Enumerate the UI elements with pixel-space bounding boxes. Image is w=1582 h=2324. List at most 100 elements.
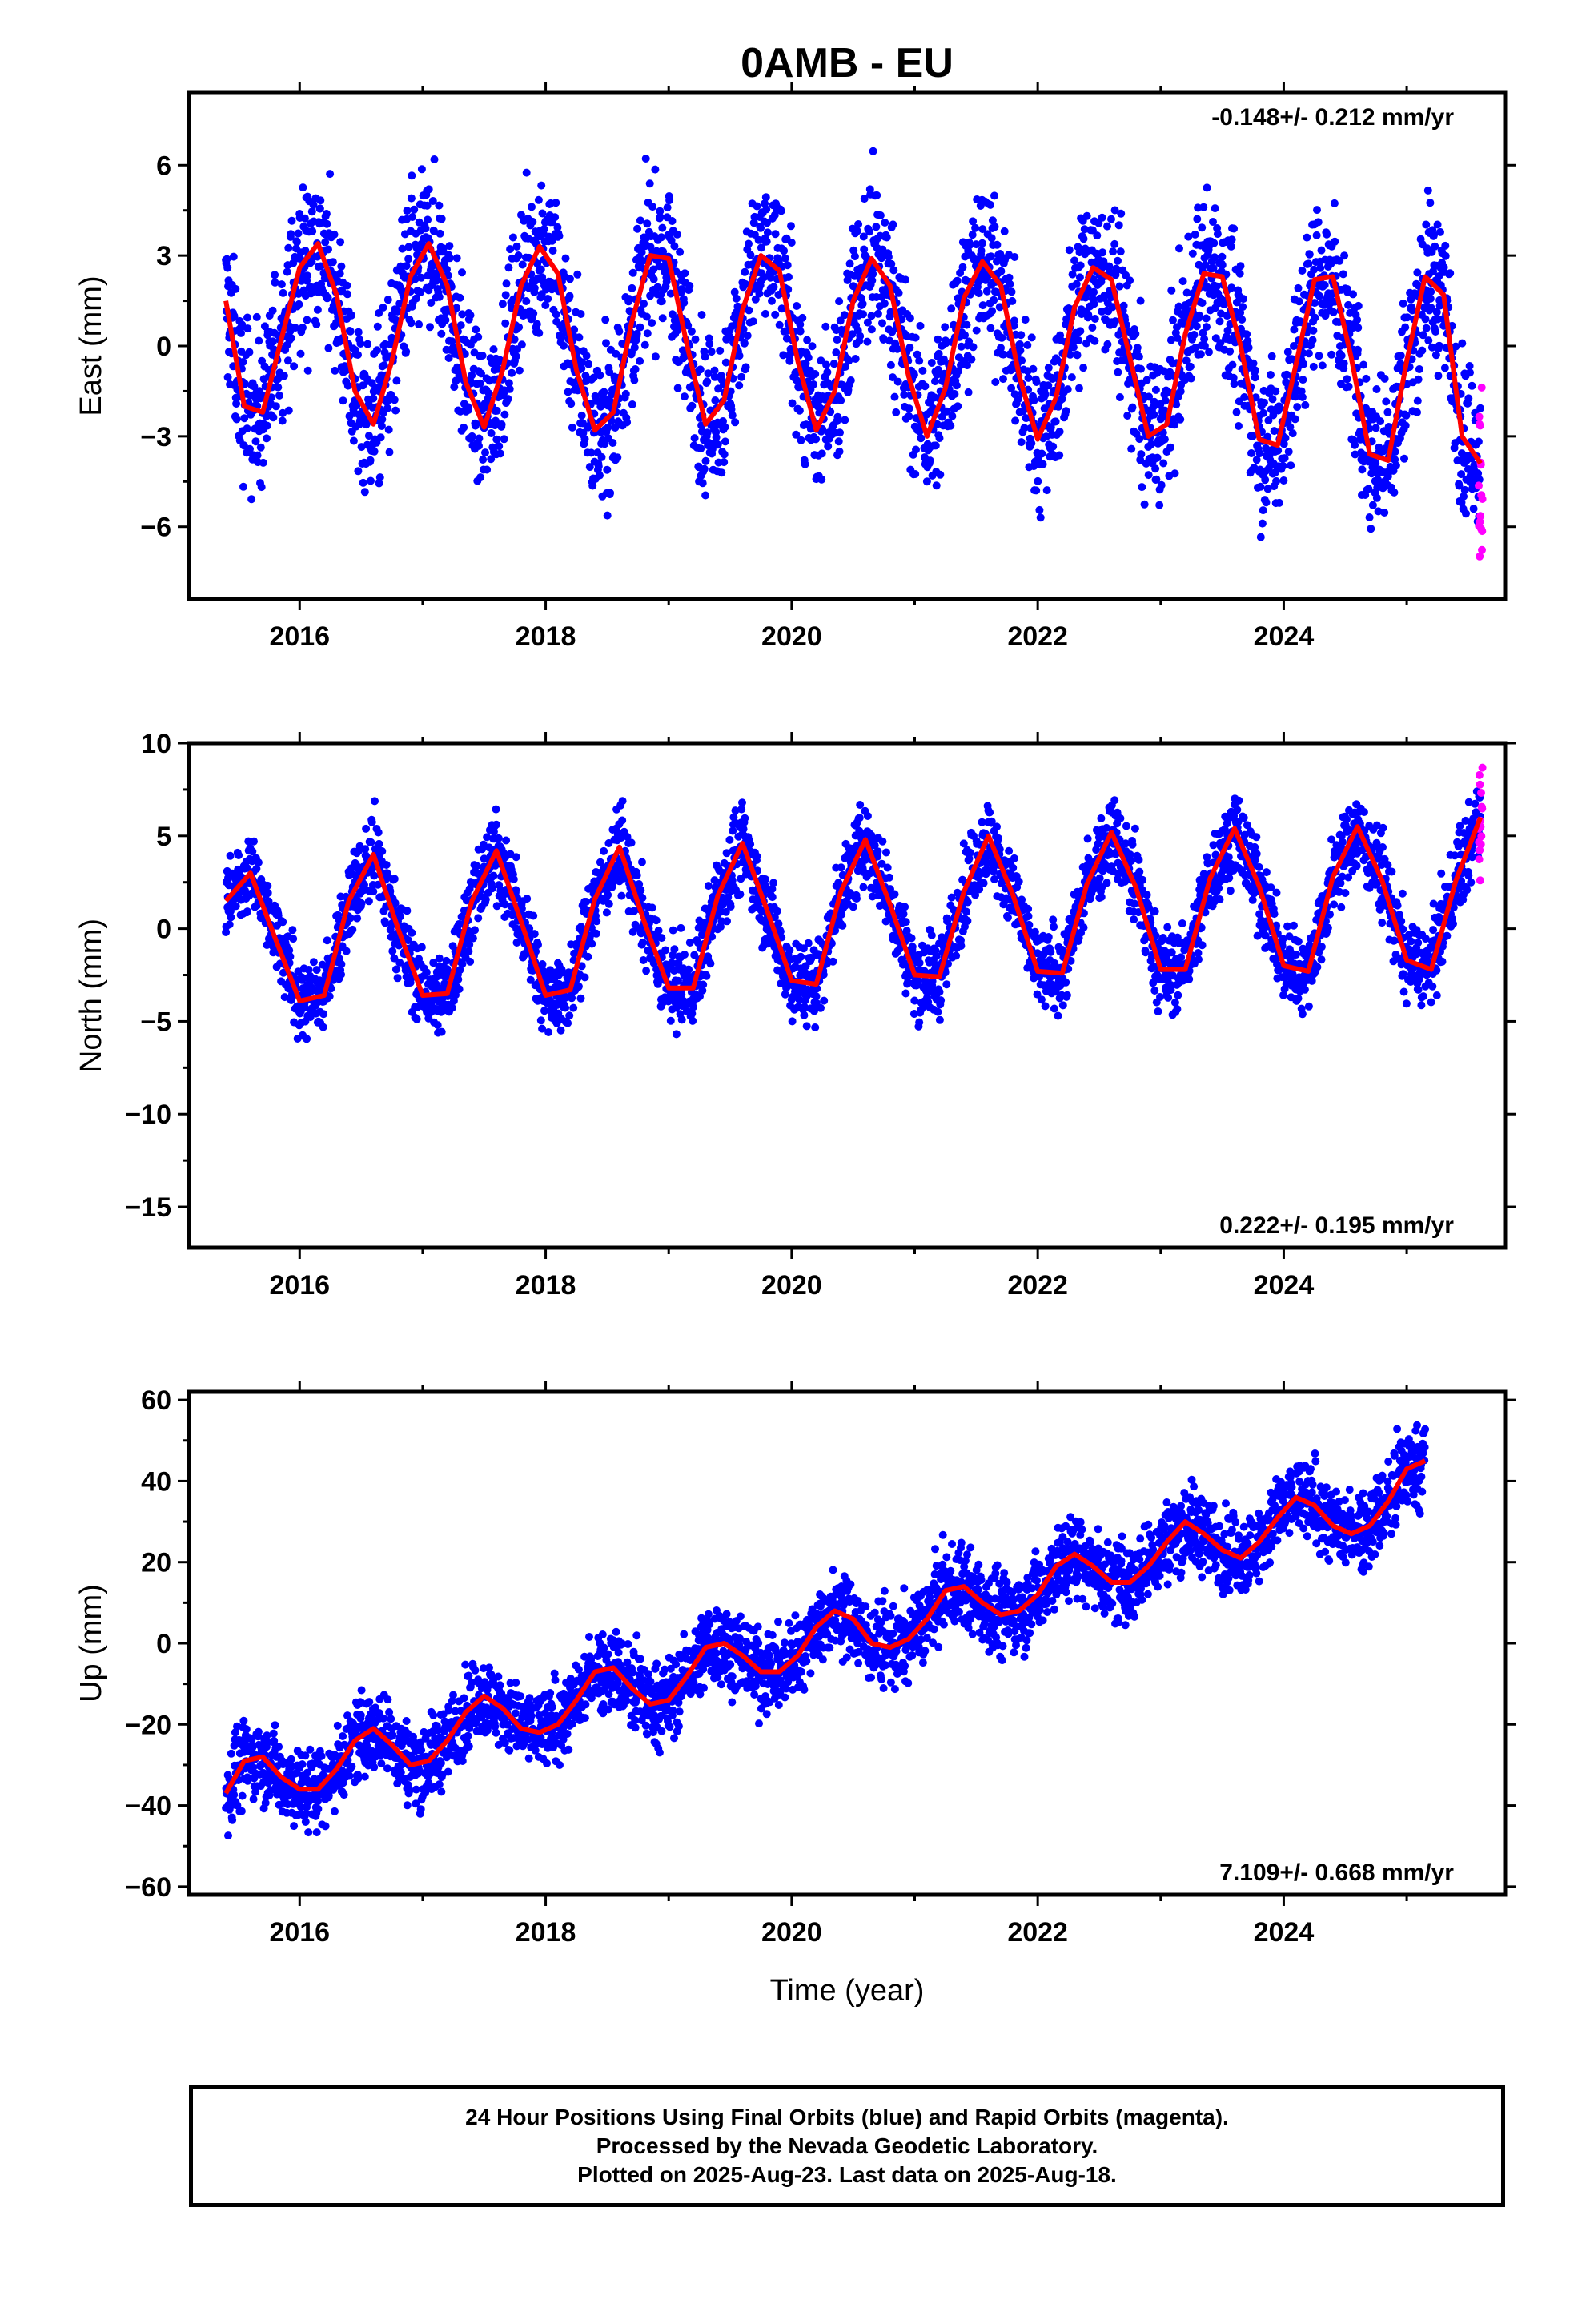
x-tick-label: 2020	[761, 621, 822, 652]
final-orbit-point	[566, 275, 574, 283]
final-orbit-point	[536, 1016, 545, 1025]
final-orbit-point	[271, 402, 280, 411]
final-orbit-point	[589, 373, 598, 382]
final-orbit-point	[243, 864, 251, 872]
final-orbit-point	[638, 858, 646, 866]
final-orbit-point	[1362, 374, 1371, 383]
final-orbit-point	[640, 340, 649, 349]
final-orbit-point	[342, 947, 351, 955]
final-orbit-point	[1217, 309, 1226, 318]
final-orbit-point	[515, 366, 524, 375]
final-orbit-point	[817, 475, 826, 484]
final-orbit-point	[726, 903, 735, 911]
final-orbit-point	[689, 1016, 697, 1025]
final-orbit-point	[1082, 248, 1090, 257]
final-orbit-point	[745, 306, 753, 315]
final-orbit-point	[1235, 269, 1244, 278]
final-orbit-point	[1049, 442, 1058, 451]
final-orbit-point	[492, 416, 500, 425]
final-orbit-point	[1268, 395, 1277, 404]
final-orbit-point	[601, 316, 610, 324]
final-orbit-point	[649, 275, 658, 283]
final-orbit-point	[424, 215, 432, 224]
final-orbit-point	[1317, 246, 1326, 255]
final-orbit-point	[845, 356, 853, 365]
final-orbit-point	[1415, 365, 1423, 373]
final-orbit-point	[445, 254, 454, 263]
final-orbit-point	[492, 820, 500, 829]
final-orbit-point	[1090, 336, 1099, 345]
final-orbit-point	[653, 979, 662, 988]
final-orbit-point	[802, 1022, 811, 1031]
final-orbit-point	[504, 379, 513, 388]
final-orbit-point	[708, 444, 717, 453]
final-orbit-point	[788, 1017, 797, 1026]
final-orbit-point	[1353, 345, 1362, 354]
final-orbit-point	[582, 352, 591, 360]
final-orbit-point	[792, 430, 801, 439]
final-orbit-point	[600, 388, 608, 396]
final-orbit-point	[435, 292, 444, 301]
final-orbit-point	[1210, 239, 1219, 247]
final-orbit-point	[788, 399, 797, 408]
final-orbit-point	[1195, 311, 1203, 320]
final-orbit-point	[529, 911, 538, 920]
final-orbit-point	[1351, 440, 1359, 449]
final-orbit-point	[1016, 346, 1025, 355]
final-orbit-point	[369, 394, 378, 403]
final-orbit-point	[986, 200, 994, 209]
final-orbit-point	[988, 216, 997, 225]
final-orbit-point	[677, 923, 685, 932]
final-orbit-point	[328, 258, 337, 267]
final-orbit-point	[474, 332, 483, 341]
final-orbit-point	[541, 301, 550, 309]
final-orbit-point	[851, 355, 860, 363]
final-orbit-point	[432, 980, 440, 988]
final-orbit-point	[504, 395, 512, 404]
final-orbit-point	[331, 366, 339, 375]
final-orbit-point	[1238, 316, 1247, 324]
final-orbit-point	[978, 225, 987, 234]
final-orbit-point	[777, 207, 785, 215]
final-orbit-point	[392, 376, 401, 385]
final-orbit-point	[1372, 385, 1381, 393]
final-orbit-point	[580, 435, 589, 444]
final-orbit-point	[1135, 435, 1144, 444]
final-orbit-point	[1239, 303, 1247, 312]
final-orbit-point	[1169, 316, 1177, 324]
final-orbit-point	[290, 362, 299, 371]
final-orbit-point	[1007, 384, 1016, 392]
final-orbit-point	[804, 939, 813, 947]
final-orbit-point	[294, 229, 303, 238]
final-orbit-point	[489, 871, 498, 880]
final-orbit-point	[369, 887, 378, 896]
final-orbit-point	[343, 281, 351, 290]
final-orbit-point	[370, 871, 379, 880]
final-orbit-point	[1067, 373, 1076, 382]
final-orbit-point	[502, 279, 511, 288]
final-orbit-point	[1315, 292, 1323, 300]
final-orbit-point	[1176, 415, 1185, 424]
final-orbit-point	[638, 938, 647, 947]
final-orbit-point	[800, 1003, 809, 1011]
final-orbit-point	[1082, 211, 1091, 220]
final-orbit-point	[436, 229, 444, 238]
final-orbit-point	[841, 416, 849, 424]
final-orbit-point	[483, 833, 492, 842]
final-orbit-point	[501, 291, 510, 300]
final-orbit-point	[655, 262, 664, 271]
final-orbit-point	[1423, 186, 1432, 195]
final-orbit-point	[887, 259, 896, 268]
final-orbit-point	[688, 1009, 697, 1018]
final-orbit-point	[1460, 485, 1469, 494]
final-orbit-point	[569, 1003, 578, 1012]
final-orbit-point	[287, 230, 295, 239]
final-orbit-point	[1126, 276, 1134, 285]
final-orbit-point	[360, 488, 369, 497]
final-orbit-point	[564, 1019, 572, 1027]
final-orbit-point	[958, 263, 967, 271]
final-orbit-point	[652, 916, 661, 925]
final-orbit-point	[977, 247, 986, 255]
final-orbit-point	[796, 320, 805, 328]
final-orbit-point	[746, 251, 755, 259]
